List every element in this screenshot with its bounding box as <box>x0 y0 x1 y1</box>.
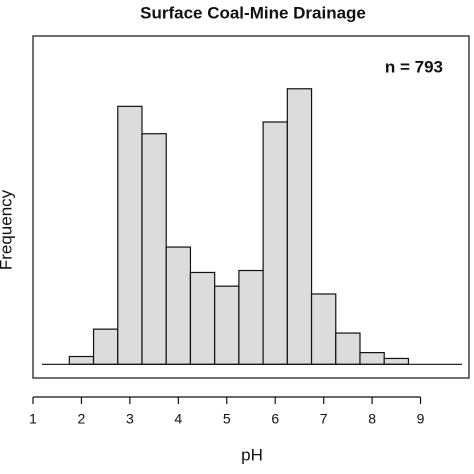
bar <box>286 88 313 365</box>
bar <box>359 351 385 365</box>
x-tick-label: 3 <box>126 411 134 427</box>
annotation: n = 793 <box>385 57 443 76</box>
x-tick-label: 1 <box>29 411 37 427</box>
y-axis-label: Frequency <box>0 189 15 270</box>
x-tick-label: 5 <box>223 411 231 427</box>
bar <box>141 133 167 365</box>
x-tick-label: 7 <box>320 411 328 427</box>
x-tick-label: 2 <box>78 411 86 427</box>
bar <box>310 293 337 365</box>
bar <box>383 357 410 365</box>
bar <box>189 271 216 365</box>
x-tick-label: 8 <box>368 411 376 427</box>
chart-title: Surface Coal-Mine Drainage <box>140 3 366 22</box>
bar <box>68 355 95 365</box>
x-tick-label: 4 <box>174 411 182 427</box>
x-tick-label: 6 <box>271 411 279 427</box>
bar <box>262 121 288 365</box>
bar <box>165 246 192 365</box>
bar <box>92 328 119 365</box>
x-tick-label: 9 <box>417 411 425 427</box>
plot-frame <box>32 35 470 379</box>
bar <box>117 105 143 365</box>
bar <box>335 332 361 365</box>
x-axis-label: pH <box>241 445 263 464</box>
bar <box>238 269 264 365</box>
bar <box>214 285 240 365</box>
